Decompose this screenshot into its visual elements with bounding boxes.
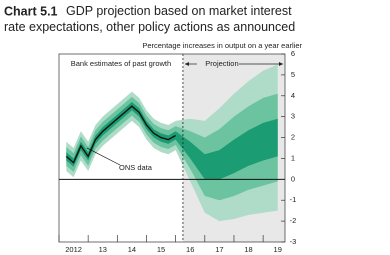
x-tick-label: 2012	[65, 245, 82, 254]
data-line	[65, 105, 176, 164]
x-tick-label: 15	[157, 245, 165, 254]
y-tick-label: 0	[291, 174, 295, 183]
y-tick-label: 2	[291, 133, 295, 142]
x-tick-label: 19	[274, 245, 282, 254]
y-tick-label: 4	[291, 91, 295, 100]
y-tick-label: -1	[290, 195, 297, 204]
projection-label: Projection	[205, 59, 238, 68]
fan-band	[66, 102, 278, 180]
series-label: ONS data	[119, 163, 153, 172]
chart-number: Chart 5.1	[4, 4, 58, 18]
x-tick-label: 17	[215, 245, 223, 254]
y-tick-label: -2	[290, 216, 297, 225]
y-tick-label: 1	[291, 153, 295, 162]
label-leader	[86, 147, 121, 166]
x-tick-label: 18	[244, 245, 252, 254]
x-tick-label: 13	[99, 245, 107, 254]
chart-subtitle: Percentage increases in output on a year…	[142, 41, 302, 50]
x-tick-label: 14	[128, 245, 136, 254]
y-tick-label: 5	[291, 70, 295, 79]
arrow-head	[184, 62, 189, 66]
arrow-head	[279, 62, 283, 66]
y-tick-label: 3	[291, 112, 295, 121]
y-tick-label: -3	[290, 237, 297, 246]
y-tick-label: 6	[291, 49, 295, 58]
plot-area: ONS data Bank estimates of past growth Pro…	[59, 54, 285, 242]
past-label: Bank estimates of past growth	[71, 59, 171, 68]
chart-title: GDP projection based on market interest r…	[4, 4, 295, 34]
x-tick-label: 16	[186, 245, 194, 254]
plot-frame	[58, 53, 286, 243]
